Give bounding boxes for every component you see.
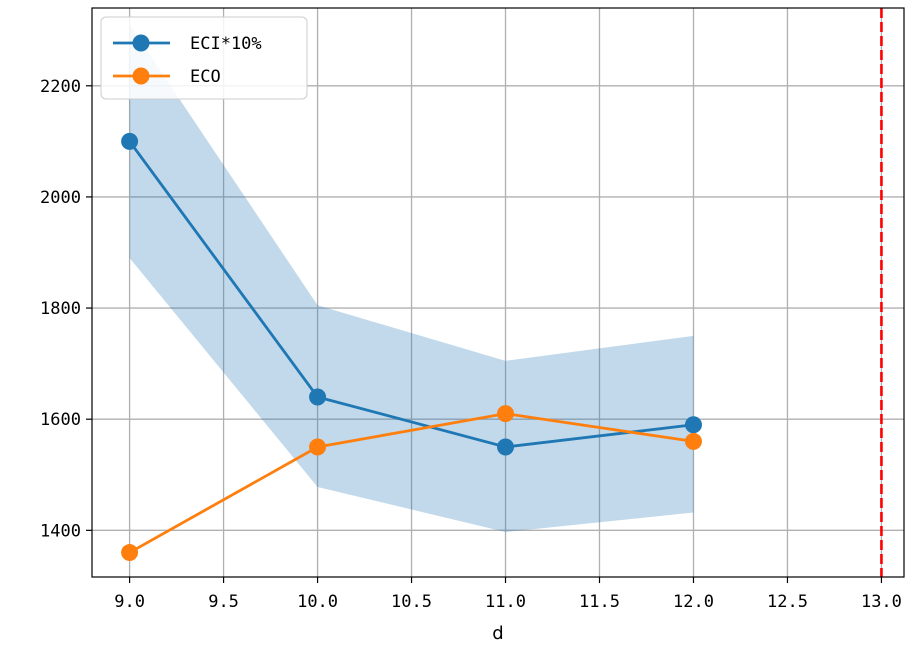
y-tick-label: 1400 <box>40 521 81 541</box>
data-point <box>309 388 327 406</box>
data-point <box>497 438 515 456</box>
x-axis-label: d <box>492 623 503 644</box>
x-tick-label: 11.5 <box>579 592 620 612</box>
legend-marker <box>132 67 150 85</box>
data-point <box>684 432 702 450</box>
y-tick-label: 1800 <box>40 299 81 319</box>
x-tick-label: 10.5 <box>391 592 432 612</box>
data-point <box>497 405 515 423</box>
data-point <box>684 416 702 434</box>
x-tick-label: 9.0 <box>114 592 145 612</box>
legend-label: ECI*10% <box>190 34 262 54</box>
data-point <box>121 132 139 150</box>
legend-marker <box>132 34 150 52</box>
series-line <box>128 412 694 554</box>
plot-frame <box>91 7 905 578</box>
x-tick-label: 10.0 <box>297 592 338 612</box>
y-tick-label: 2200 <box>40 77 81 97</box>
grid-lines <box>92 8 904 577</box>
x-tick-label: 12.5 <box>767 592 808 612</box>
x-tick-label: 13.0 <box>861 592 902 612</box>
legend: ECI*10% ECO <box>100 16 308 100</box>
series-lines <box>121 132 702 562</box>
data-point <box>309 438 327 456</box>
y-tick-label: 1600 <box>40 410 81 430</box>
x-tick-label: 9.5 <box>208 592 239 612</box>
legend-box <box>100 16 308 100</box>
y-tick-label: 2000 <box>40 188 81 208</box>
series-line <box>128 140 694 449</box>
confidence-bands <box>129 24 694 532</box>
x-tick-label: 11.0 <box>485 592 526 612</box>
legend-label: ECO <box>190 67 221 87</box>
confidence-band <box>129 24 694 532</box>
x-tick-label: 12.0 <box>673 592 714 612</box>
data-point <box>121 544 139 562</box>
y-axis-ticks: 1400 1600 1800 2000 2200 <box>40 77 92 541</box>
x-axis-ticks: 9.0 9.5 10.0 10.5 11.0 11.5 12.0 12.5 13.0 <box>114 577 902 612</box>
